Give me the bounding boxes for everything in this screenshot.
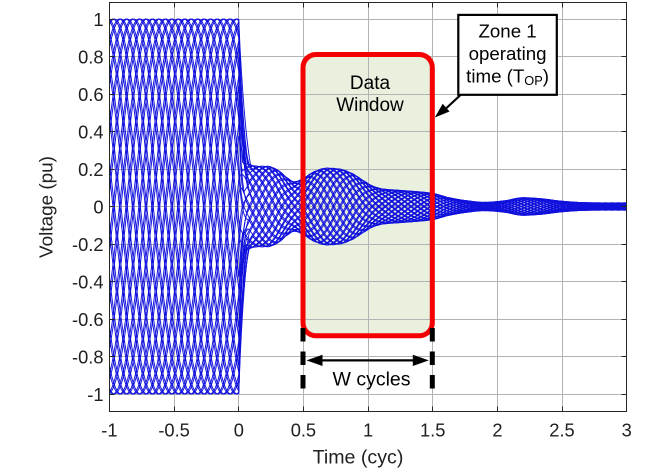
svg-text:0.5: 0.5 — [291, 420, 316, 441]
svg-text:1: 1 — [93, 9, 103, 30]
svg-text:Window: Window — [336, 95, 404, 116]
svg-text:-0.2: -0.2 — [72, 234, 104, 255]
svg-text:Zone 1: Zone 1 — [479, 21, 537, 42]
svg-text:0.6: 0.6 — [78, 84, 103, 105]
svg-text:3: 3 — [622, 420, 632, 441]
svg-text:W cycles: W cycles — [333, 369, 411, 391]
svg-text:-1: -1 — [101, 420, 117, 441]
svg-text:-0.6: -0.6 — [72, 309, 104, 330]
svg-text:Data: Data — [350, 73, 391, 94]
svg-text:1.5: 1.5 — [420, 420, 445, 441]
svg-text:-0.5: -0.5 — [158, 420, 190, 441]
svg-text:0: 0 — [93, 196, 103, 217]
svg-text:2: 2 — [492, 420, 502, 441]
svg-text:-0.4: -0.4 — [72, 271, 104, 292]
svg-text:operating: operating — [469, 43, 547, 64]
svg-text:0.8: 0.8 — [78, 46, 103, 67]
svg-text:0.4: 0.4 — [78, 121, 103, 142]
svg-text:-1: -1 — [87, 384, 103, 405]
svg-text:2.5: 2.5 — [549, 420, 574, 441]
svg-text:Time (cyc): Time (cyc) — [313, 447, 404, 469]
svg-text:1: 1 — [363, 420, 373, 441]
svg-text:-0.8: -0.8 — [72, 346, 104, 367]
svg-text:0.2: 0.2 — [78, 159, 103, 180]
svg-text:0: 0 — [234, 420, 244, 441]
svg-text:Voltage (pu): Voltage (pu) — [37, 156, 58, 258]
